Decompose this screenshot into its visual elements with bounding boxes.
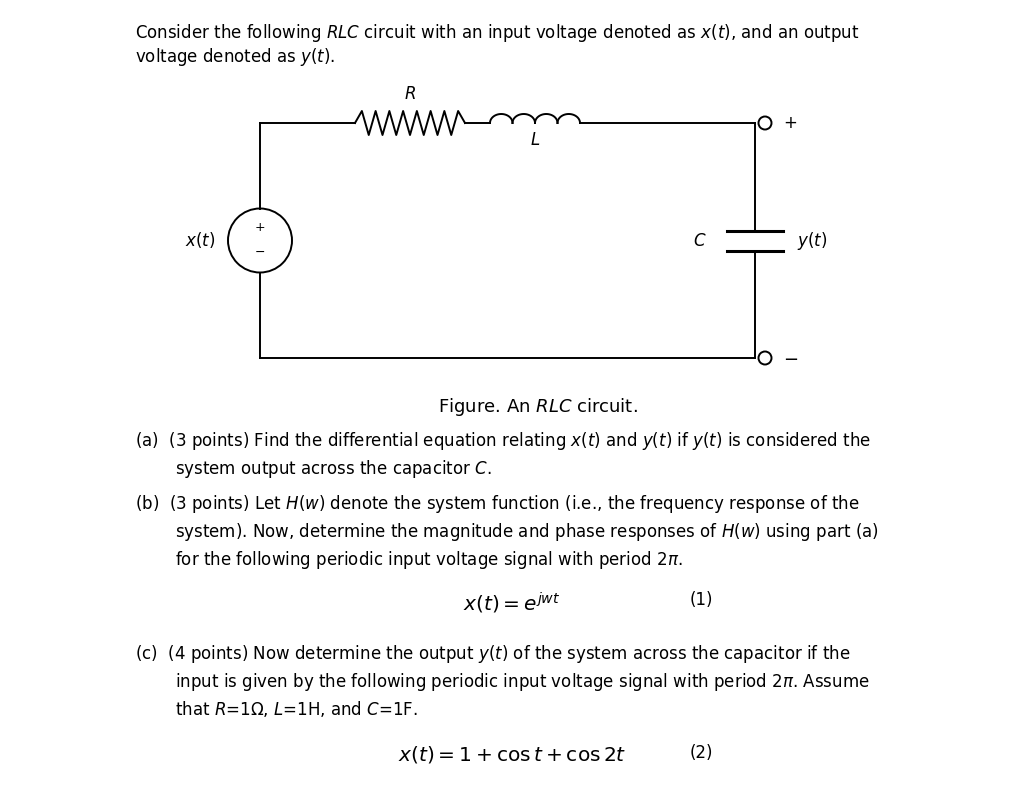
- Text: −: −: [255, 246, 265, 259]
- Text: $C$: $C$: [693, 232, 707, 250]
- Text: (1): (1): [690, 591, 714, 609]
- Text: $x(t)=e^{j wt}$: $x(t)=e^{j wt}$: [463, 591, 561, 617]
- Text: $y(t)$: $y(t)$: [797, 229, 827, 251]
- Text: that $R$=1$\Omega$, $L$=1H, and $C$=1F.: that $R$=1$\Omega$, $L$=1H, and $C$=1F.: [175, 699, 418, 719]
- Text: $-$: $-$: [783, 349, 798, 367]
- Text: Consider the following $RLC$ circuit with an input voltage denoted as $x(t)$, an: Consider the following $RLC$ circuit wit…: [135, 22, 859, 44]
- Text: (b)  (3 points) Let $H(w)$ denote the system function (i.e., the frequency respo: (b) (3 points) Let $H(w)$ denote the sys…: [135, 493, 859, 515]
- Text: system output across the capacitor $C$.: system output across the capacitor $C$.: [175, 458, 492, 480]
- Text: $x(t)=1+\cos t+\cos 2t$: $x(t)=1+\cos t+\cos 2t$: [397, 744, 627, 765]
- Text: Figure. An $RLC$ circuit.: Figure. An $RLC$ circuit.: [437, 396, 637, 418]
- Text: +: +: [255, 221, 265, 234]
- Text: system). Now, determine the magnitude and phase responses of $H(w)$ using part (: system). Now, determine the magnitude an…: [175, 521, 879, 543]
- Text: voltage denoted as $y(t)$.: voltage denoted as $y(t)$.: [135, 46, 336, 68]
- Text: (2): (2): [690, 744, 714, 762]
- Text: (c)  (4 points) Now determine the output $y(t)$ of the system across the capacit: (c) (4 points) Now determine the output …: [135, 643, 850, 665]
- Text: (a)  (3 points) Find the differential equation relating $x(t)$ and $y(t)$ if $y(: (a) (3 points) Find the differential equ…: [135, 430, 870, 452]
- Text: for the following periodic input voltage signal with period $2\pi$.: for the following periodic input voltage…: [175, 549, 683, 571]
- Text: $x(t)$: $x(t)$: [184, 230, 215, 250]
- Text: input is given by the following periodic input voltage signal with period $2\pi$: input is given by the following periodic…: [175, 671, 869, 693]
- Text: $+$: $+$: [783, 114, 797, 132]
- Text: $L$: $L$: [529, 131, 540, 149]
- Text: $R$: $R$: [404, 85, 416, 103]
